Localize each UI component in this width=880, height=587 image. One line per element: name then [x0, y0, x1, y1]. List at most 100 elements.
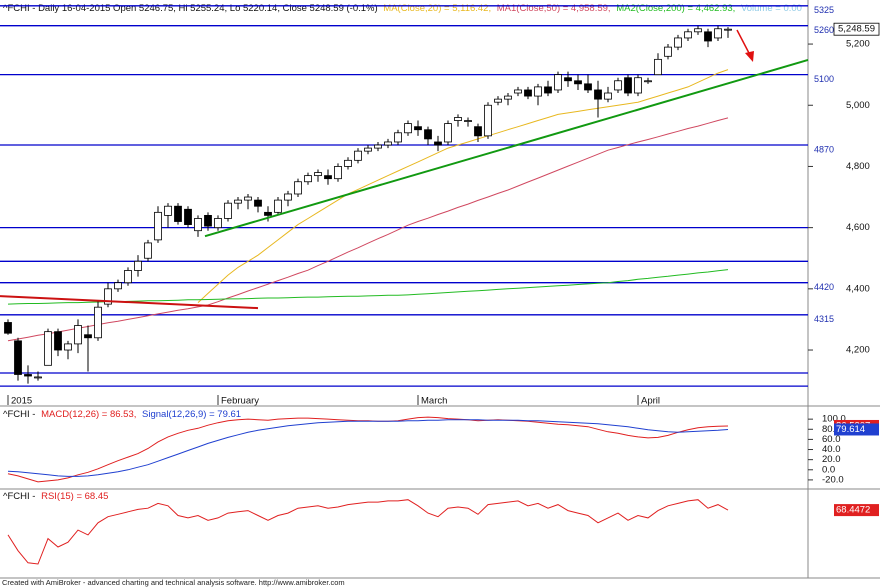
candle-body — [634, 77, 642, 94]
candle-body — [254, 199, 262, 207]
candle-body — [524, 89, 532, 97]
series-line — [197, 69, 729, 303]
candle-body — [434, 141, 442, 146]
chart-title: ^FCHI - Daily 16-04-2015 Open 5246.75, H… — [3, 3, 378, 14]
candle-body — [494, 98, 502, 103]
candle-body — [304, 175, 312, 183]
candle-body — [124, 270, 132, 284]
candle-body — [404, 123, 412, 134]
candle-body — [724, 28, 732, 31]
candle-body — [474, 126, 482, 137]
candle-body — [324, 175, 332, 180]
candle-body — [394, 132, 402, 143]
panel-title: ^FCHI - — [3, 409, 35, 420]
candle-body — [644, 80, 652, 83]
macd-header: ^FCHI - MACD(12,26) = 86.53, Signal(12,2… — [3, 409, 241, 420]
candle-body — [104, 288, 112, 305]
y-tick-label: 100.0 — [822, 414, 846, 425]
candle-body — [354, 150, 362, 161]
x-tick-label: April — [641, 396, 660, 407]
level-label: 4420 — [814, 282, 834, 292]
candle-body — [704, 31, 712, 42]
candle-body — [224, 202, 232, 219]
legend-entry: MACD(12,26) = 86.53, — [41, 409, 136, 420]
candle-body — [294, 181, 302, 195]
value-box-label: 79.614 — [836, 424, 865, 435]
y-tick-label: 80.0 — [822, 424, 841, 435]
candle-body — [504, 95, 512, 100]
candle-body — [184, 208, 192, 225]
legend-entry: Signal(12,26,9) = 79.61 — [142, 409, 241, 420]
candle-body — [4, 322, 12, 334]
candle-body — [464, 120, 472, 122]
legend-entry: RSI(15) = 68.45 — [41, 491, 108, 502]
candle-body — [134, 260, 142, 271]
candle-body — [144, 242, 152, 259]
candle-body — [34, 376, 42, 379]
legend-entry: MA2(Close,200) = 4,462.93, — [616, 3, 735, 14]
candle-body — [74, 325, 82, 345]
series-line — [7, 419, 729, 477]
x-tick-label: February — [221, 396, 259, 407]
candle-body — [44, 331, 52, 366]
y-tick-label: 4,200 — [846, 345, 870, 356]
candle-body — [314, 172, 322, 177]
candle-body — [344, 159, 352, 167]
rsi-header: ^FCHI - RSI(15) = 68.45 — [3, 491, 108, 502]
last-price-label: 5,248.59 — [838, 24, 875, 35]
candle-body — [534, 86, 542, 97]
candle-body — [364, 147, 372, 152]
arrow — [736, 29, 751, 56]
candle-body — [544, 86, 552, 94]
y-tick-label: 4,600 — [846, 222, 870, 233]
series-line — [7, 499, 729, 565]
value-box-label: 68.4472 — [836, 505, 870, 516]
candle-body — [204, 214, 212, 227]
candle-body — [334, 166, 342, 180]
candle-body — [264, 211, 272, 216]
y-tick-label: 5,200 — [846, 39, 870, 50]
candle-body — [54, 331, 62, 351]
candle-body — [674, 37, 682, 48]
candle-body — [454, 117, 462, 121]
legend-entry: MA(Close,20) = 5,116.42, — [383, 3, 491, 14]
level-label: 5260 — [814, 25, 834, 35]
candle-body — [584, 83, 592, 91]
candle-body — [174, 205, 182, 222]
candle-body — [664, 46, 672, 57]
candle-body — [714, 28, 722, 39]
y-tick-label: 40.0 — [822, 444, 841, 455]
trendline — [0, 295, 259, 310]
level-label: 4870 — [814, 144, 834, 154]
candle-body — [84, 334, 92, 339]
candle-body — [624, 77, 632, 94]
candle-body — [424, 129, 432, 140]
candle-body — [234, 199, 242, 204]
x-tick-label: 2015 — [11, 396, 32, 407]
y-tick-label: 60.0 — [822, 434, 841, 445]
legend-entry: Volume = 0.00 — [741, 3, 802, 14]
value-box — [834, 423, 879, 436]
series-line — [7, 117, 729, 342]
candle-body — [414, 126, 422, 131]
candle-body — [694, 28, 702, 33]
candle-body — [564, 77, 572, 82]
trendline — [204, 59, 809, 238]
candle-body — [684, 31, 692, 39]
candle-body — [164, 205, 172, 216]
y-tick-label: 20.0 — [822, 454, 841, 465]
y-tick-label: 4,800 — [846, 161, 870, 172]
x-tick-label: March — [421, 396, 447, 407]
candle-body — [244, 196, 252, 201]
y-tick-label: -20.0 — [822, 474, 844, 485]
candle-body — [214, 218, 222, 229]
candle-body — [24, 374, 32, 377]
candle-body — [604, 92, 612, 100]
level-label: 5325 — [814, 5, 834, 15]
candle-body — [654, 58, 662, 76]
candle-body — [114, 282, 122, 290]
candle-body — [444, 123, 452, 143]
candle-body — [384, 141, 392, 146]
candle-body — [94, 306, 102, 339]
